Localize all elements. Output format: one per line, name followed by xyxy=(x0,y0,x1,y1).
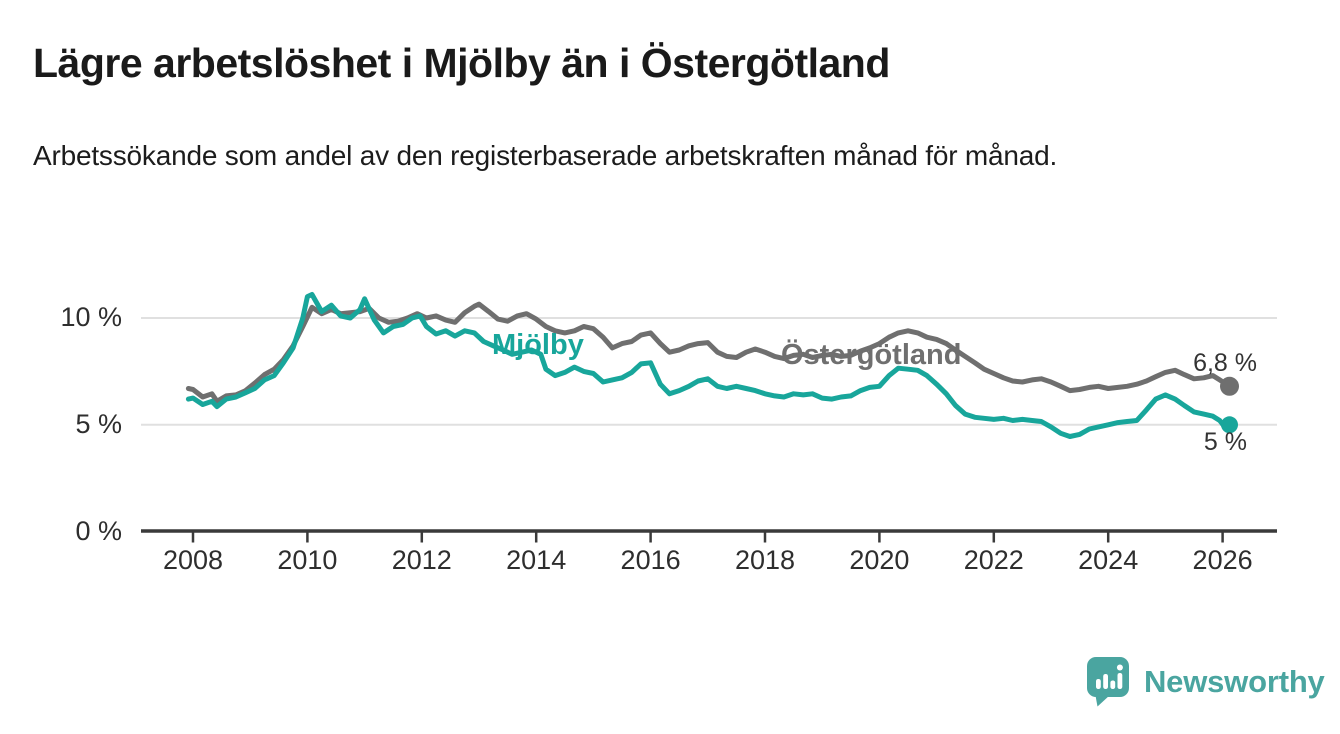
gridlines xyxy=(141,317,1277,426)
newsworthy-logo-text: Newsworthy xyxy=(1144,663,1325,699)
y-tick-label: 10 % xyxy=(60,302,122,332)
endpoint-dot-mjolby xyxy=(1221,416,1238,434)
y-tick-label: 5 % xyxy=(75,408,122,439)
x-tick-label: 2020 xyxy=(849,545,910,575)
x-tick-label: 2026 xyxy=(1192,545,1253,575)
chart-subtitle: Arbetssökande som andel av den registerb… xyxy=(33,140,1058,171)
newsworthy-logo-icon xyxy=(1087,657,1129,707)
x-tick-label: 2022 xyxy=(963,545,1024,575)
y-tick-label: 0 % xyxy=(75,515,122,546)
endpoint-dot-ostergotland xyxy=(1220,376,1239,396)
x-tick-label: 2012 xyxy=(391,545,452,575)
x-tick-label: 2008 xyxy=(162,545,224,575)
x-tick-label: 2016 xyxy=(620,545,681,575)
line-mjolby xyxy=(185,292,1232,439)
newsworthy-logo: Newsworthy xyxy=(1085,655,1325,708)
x-tick-label: 2010 xyxy=(277,545,338,575)
x-tick-label: 2024 xyxy=(1078,545,1139,575)
end-value-label-ostergotland: 6,8 % xyxy=(1193,349,1257,377)
x-tick-label: 2018 xyxy=(734,545,796,575)
x-tick-label: 2014 xyxy=(506,545,567,575)
chart-title: Lägre arbetslöshet i Mjölby än i Östergö… xyxy=(33,40,890,86)
series-label-ostergotland: Östergötland xyxy=(781,339,962,371)
end-value-label-mjolby: 5 % xyxy=(1203,428,1247,456)
series-label-mjolby: Mjölby xyxy=(492,329,584,361)
x-axis-ticks xyxy=(191,532,1224,543)
